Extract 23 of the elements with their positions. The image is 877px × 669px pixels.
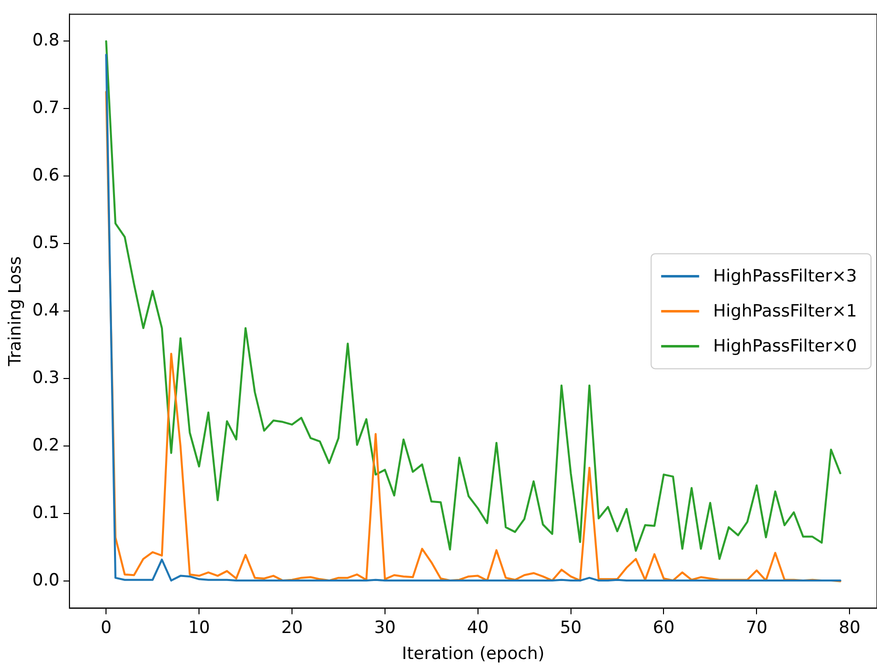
x-tick-label: 10: [188, 618, 210, 638]
x-tick-label: 50: [560, 618, 582, 638]
x-tick-label: 60: [652, 618, 675, 638]
x-axis-title: Iteration (epoch): [402, 644, 544, 664]
x-tick-label: 30: [374, 618, 396, 638]
y-tick-label: 0.6: [32, 166, 60, 186]
y-tick-label: 0.0: [32, 570, 60, 591]
legend-label: HighPassFilter×0: [713, 336, 858, 357]
y-tick-label: 0.7: [32, 98, 60, 118]
y-tick-label: 0.8: [32, 30, 60, 51]
y-axis-title: Training Loss: [6, 256, 26, 368]
y-tick-label: 0.2: [32, 436, 60, 456]
legend-label: HighPassFilter×3: [713, 266, 858, 287]
y-tick-label: 0.3: [32, 368, 60, 388]
x-tick-label: 20: [281, 618, 303, 638]
y-tick-label: 0.4: [32, 300, 60, 321]
y-tick-label: 0.1: [32, 503, 60, 524]
x-tick-label: 70: [746, 618, 768, 638]
y-tick-label: 0.5: [32, 233, 60, 254]
x-tick-label: 0: [100, 618, 112, 638]
x-tick-label: 80: [838, 618, 860, 638]
legend-label: HighPassFilter×1: [713, 302, 858, 322]
x-tick-label: 40: [467, 618, 489, 638]
